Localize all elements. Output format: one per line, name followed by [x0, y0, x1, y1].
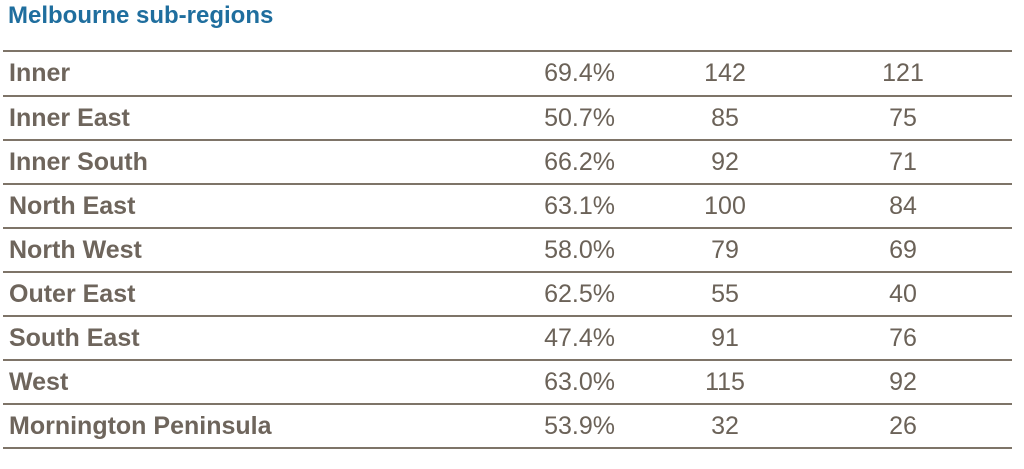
percent-value: 63.1% — [544, 191, 615, 220]
percent-value: 50.7% — [544, 103, 615, 132]
percent-value: 47.4% — [544, 323, 615, 352]
table-row: Outer East 62.5% 55 40 — [3, 273, 1012, 317]
value-b: 76 — [889, 323, 917, 352]
value-a: 142 — [704, 59, 746, 87]
region-name: Outer East — [9, 279, 136, 308]
percent-value: 53.9% — [544, 411, 615, 440]
value-a: 85 — [711, 103, 739, 132]
region-name: North East — [9, 191, 136, 220]
percent-value: 62.5% — [544, 279, 615, 308]
region-name: Inner — [9, 59, 71, 87]
percent-value: 63.0% — [544, 367, 615, 396]
table-row: North West 58.0% 79 69 — [3, 229, 1012, 273]
table-row: South East 47.4% 91 76 — [3, 317, 1012, 361]
value-b: 75 — [889, 103, 917, 132]
value-a: 32 — [711, 411, 739, 440]
value-a: 115 — [705, 367, 745, 396]
value-b: 71 — [889, 147, 917, 176]
value-b: 40 — [889, 279, 917, 308]
region-name: Mornington Peninsula — [9, 411, 272, 440]
table-row: Inner East 50.7% 85 75 — [3, 97, 1012, 141]
region-name: West — [9, 367, 69, 396]
value-a: 100 — [704, 191, 746, 220]
sub-regions-table: Inner 69.4% 142 121 Inner East 50.7% 85 … — [3, 50, 1012, 449]
table-row: West 63.0% 115 92 — [3, 361, 1012, 405]
region-name: South East — [9, 323, 140, 352]
value-b: 121 — [882, 59, 924, 87]
value-b: 92 — [889, 367, 917, 396]
table-row: Inner 69.4% 142 121 — [3, 52, 1012, 97]
region-name: North West — [9, 235, 142, 264]
region-name: Inner South — [9, 147, 148, 176]
table-row: North East 63.1% 100 84 — [3, 185, 1012, 229]
value-b: 84 — [889, 191, 917, 220]
percent-value: 58.0% — [544, 235, 615, 264]
value-a: 79 — [711, 235, 739, 264]
percent-value: 66.2% — [544, 147, 615, 176]
section-heading: Melbourne sub-regions — [8, 2, 274, 29]
region-name: Inner East — [9, 103, 130, 132]
table-row: Inner South 66.2% 92 71 — [3, 141, 1012, 185]
value-b: 69 — [889, 235, 917, 264]
value-a: 92 — [711, 147, 739, 176]
value-a: 55 — [711, 279, 739, 308]
value-a: 91 — [711, 323, 739, 352]
percent-value: 69.4% — [544, 59, 615, 87]
value-b: 26 — [889, 411, 917, 440]
table-row: Mornington Peninsula 53.9% 32 26 — [3, 405, 1012, 449]
